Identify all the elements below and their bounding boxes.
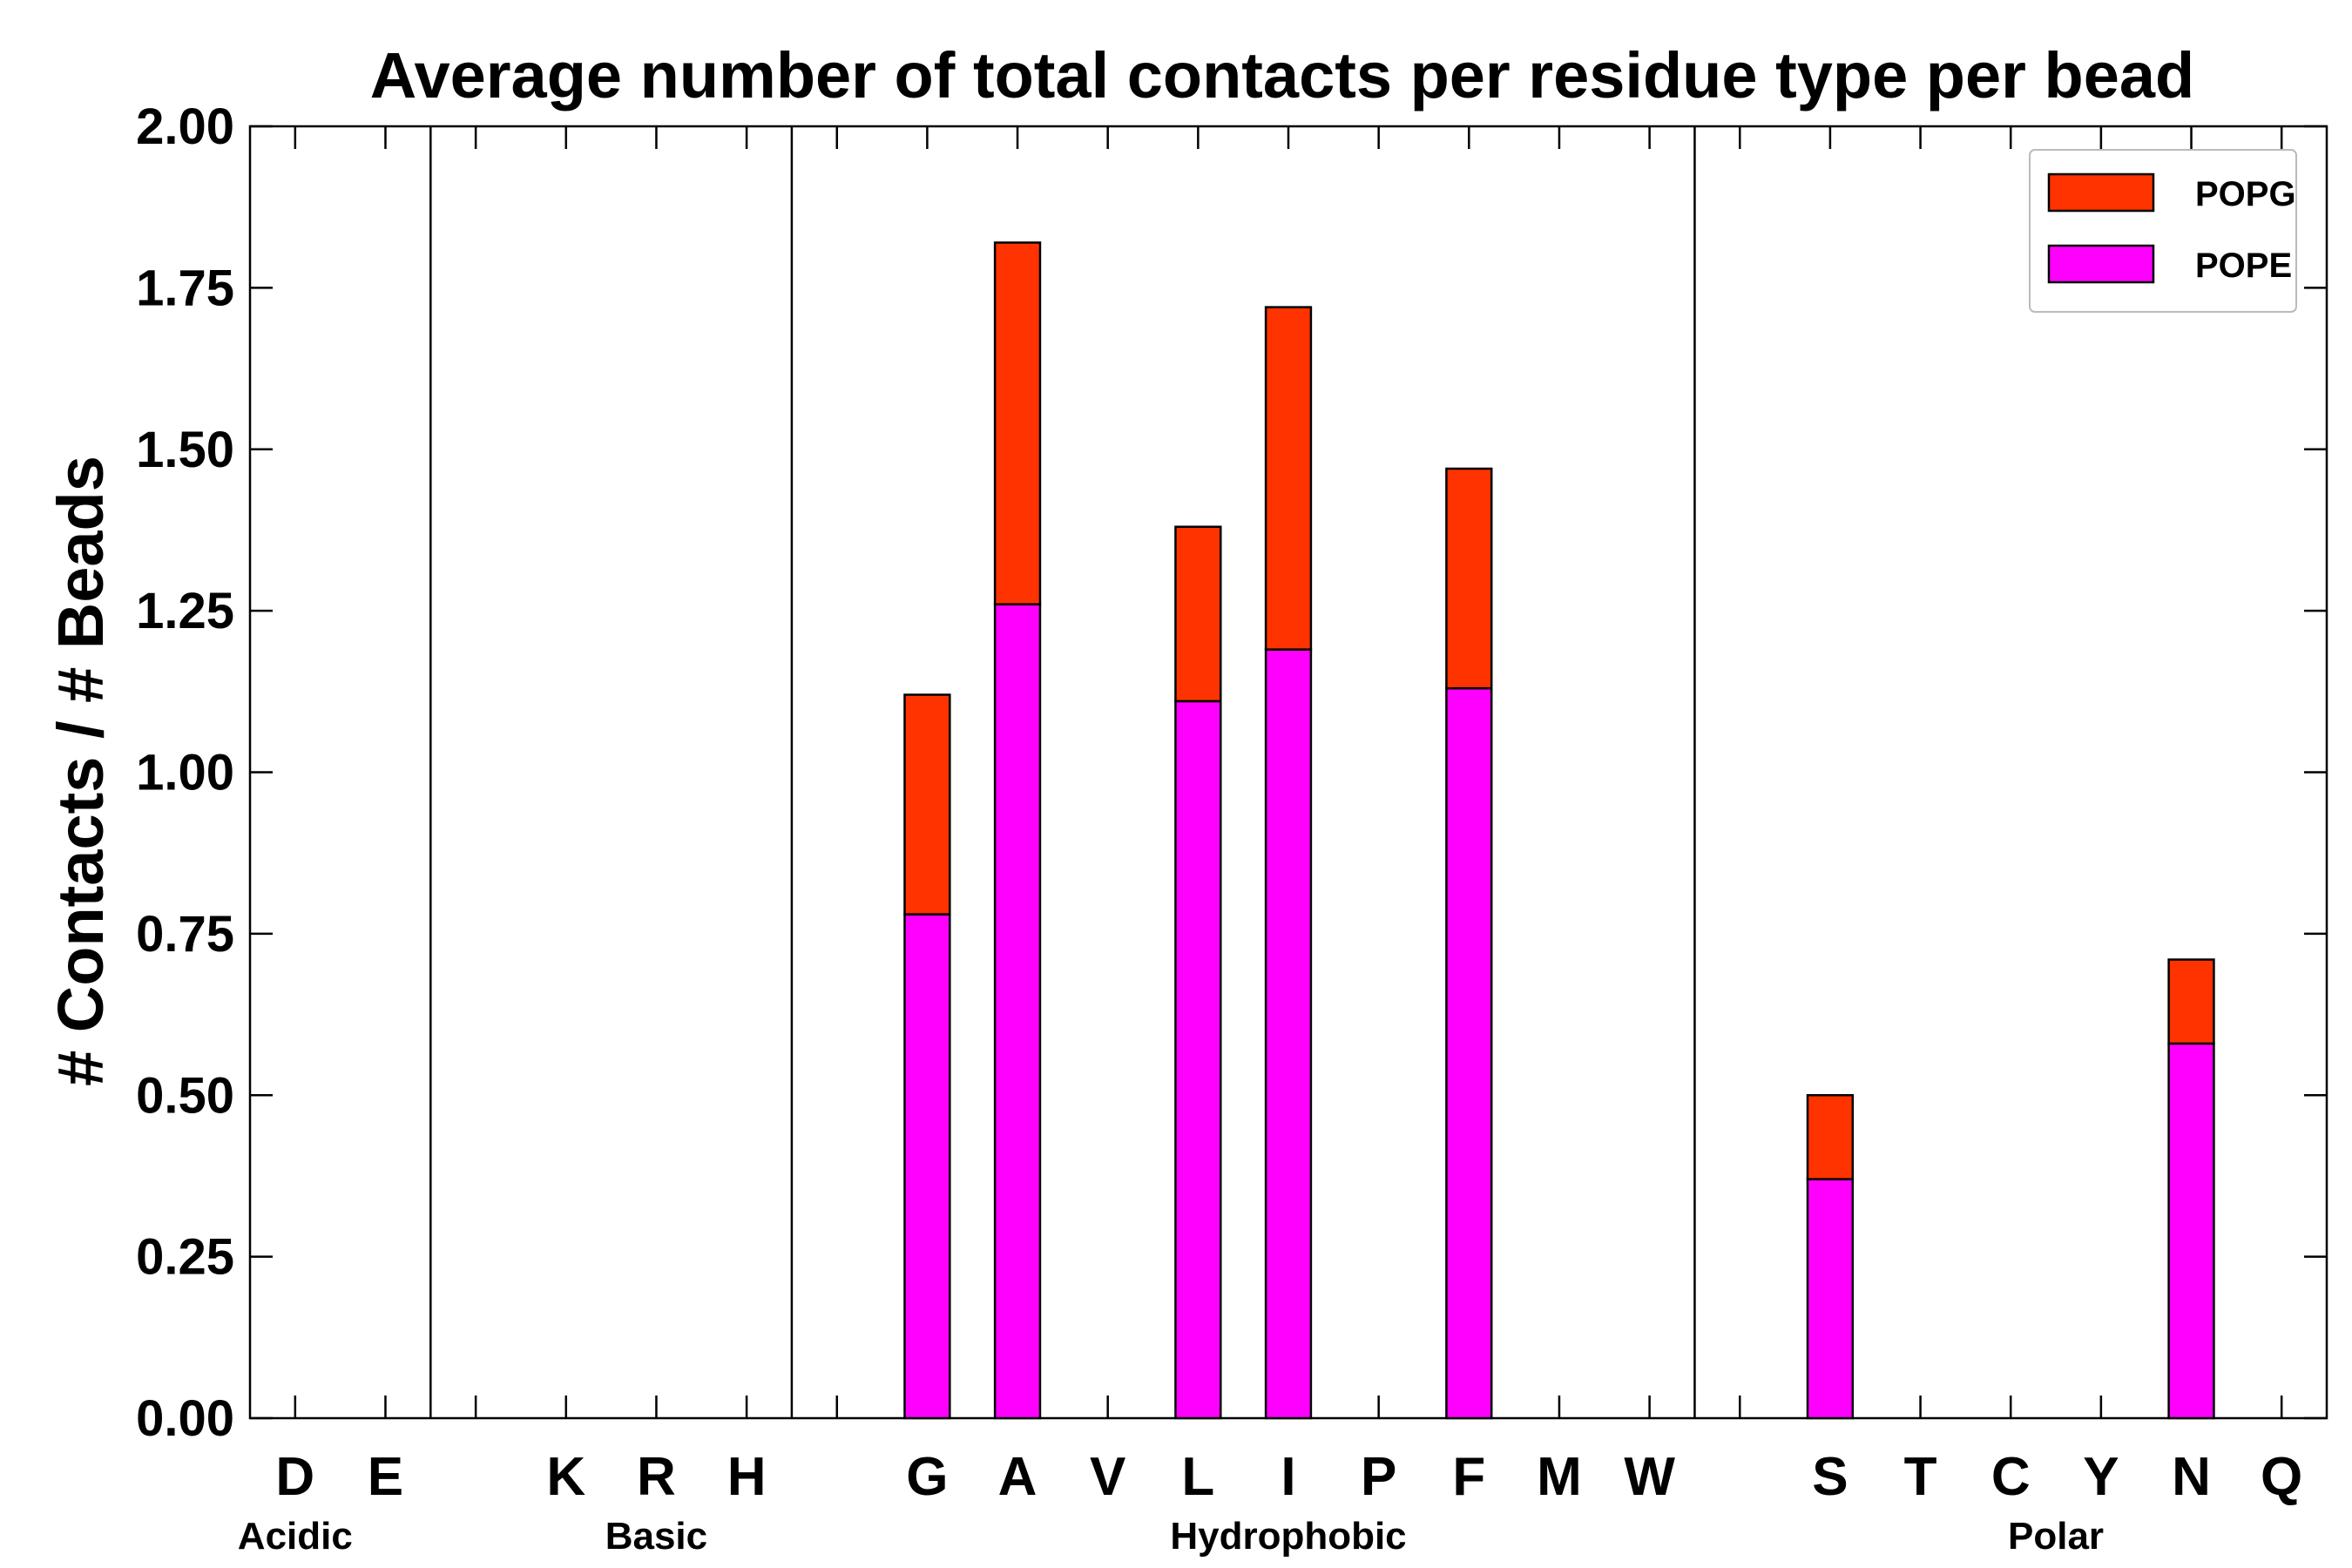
y-tick-label: 0.25 — [136, 1229, 234, 1286]
legend-label-pope: POPE — [2195, 247, 2292, 285]
x-tick-label: T — [1904, 1447, 1937, 1507]
x-tick-label: Y — [2083, 1447, 2119, 1507]
x-tick-label: R — [637, 1447, 676, 1507]
x-tick-label: G — [906, 1447, 948, 1507]
bar-popg-g — [903, 693, 951, 916]
y-tick-label: 0.50 — [136, 1067, 234, 1124]
x-tick-label: K — [546, 1447, 585, 1507]
x-tick-label: N — [2172, 1447, 2211, 1507]
bar-popg-s — [1806, 1094, 1855, 1180]
x-tick-label: L — [1181, 1447, 1214, 1507]
bar-pope-a — [993, 603, 1042, 1420]
bar-pope-f — [1445, 686, 1493, 1420]
y-tick-label: 1.50 — [136, 422, 234, 478]
x-tick-label: E — [368, 1447, 403, 1507]
bar-pope-n — [2167, 1042, 2215, 1420]
x-tick-label: A — [998, 1447, 1037, 1507]
group-label: Acidic — [238, 1515, 353, 1558]
y-tick-label: 2.00 — [136, 98, 234, 155]
bar-pope-g — [903, 913, 951, 1420]
legend-swatch-popg — [2047, 172, 2155, 213]
x-tick-label: I — [1281, 1447, 1295, 1507]
bar-pope-s — [1806, 1178, 1855, 1420]
chart-title: Average number of total contacts per res… — [370, 39, 2194, 112]
legend-swatch-pope — [2047, 244, 2155, 284]
x-tick-label: W — [1624, 1447, 1675, 1507]
bar-popg-n — [2167, 958, 2215, 1045]
legend-label-popg: POPG — [2195, 175, 2296, 213]
group-label: Basic — [605, 1515, 707, 1558]
y-tick-label: 1.75 — [136, 260, 234, 316]
bar-popg-a — [993, 241, 1042, 605]
y-tick-label: 0.00 — [136, 1390, 234, 1447]
bar-pope-i — [1264, 648, 1313, 1420]
group-label: Polar — [2008, 1515, 2104, 1558]
y-axis-label: # Contacts / # Beads — [44, 456, 117, 1086]
bar-popg-l — [1174, 525, 1222, 703]
x-tick-label: M — [1537, 1447, 1582, 1507]
x-tick-label: D — [275, 1447, 314, 1507]
x-tick-label: S — [1812, 1447, 1848, 1507]
y-tick-label: 1.25 — [136, 583, 234, 639]
bar-popg-i — [1264, 306, 1313, 651]
group-label: Hydrophobic — [1170, 1515, 1406, 1558]
x-tick-label: Q — [2261, 1447, 2302, 1507]
x-tick-label: C — [1991, 1447, 2031, 1507]
y-tick-label: 0.75 — [136, 906, 234, 963]
legend: POPG POPE — [2029, 149, 2297, 313]
plot-area: 0.00 0.25 0.50 0.75 1.00 1.25 1.50 1.75 2.00 D E K R… — [136, 98, 2328, 1558]
x-tick-label: H — [727, 1447, 767, 1507]
bar-popg-f — [1445, 467, 1493, 690]
x-tick-label: F — [1452, 1447, 1485, 1507]
x-tick-label: V — [1090, 1447, 1125, 1507]
x-tick-label: P — [1361, 1447, 1396, 1507]
bar-pope-l — [1174, 700, 1222, 1420]
y-tick-label: 1.00 — [136, 745, 234, 801]
